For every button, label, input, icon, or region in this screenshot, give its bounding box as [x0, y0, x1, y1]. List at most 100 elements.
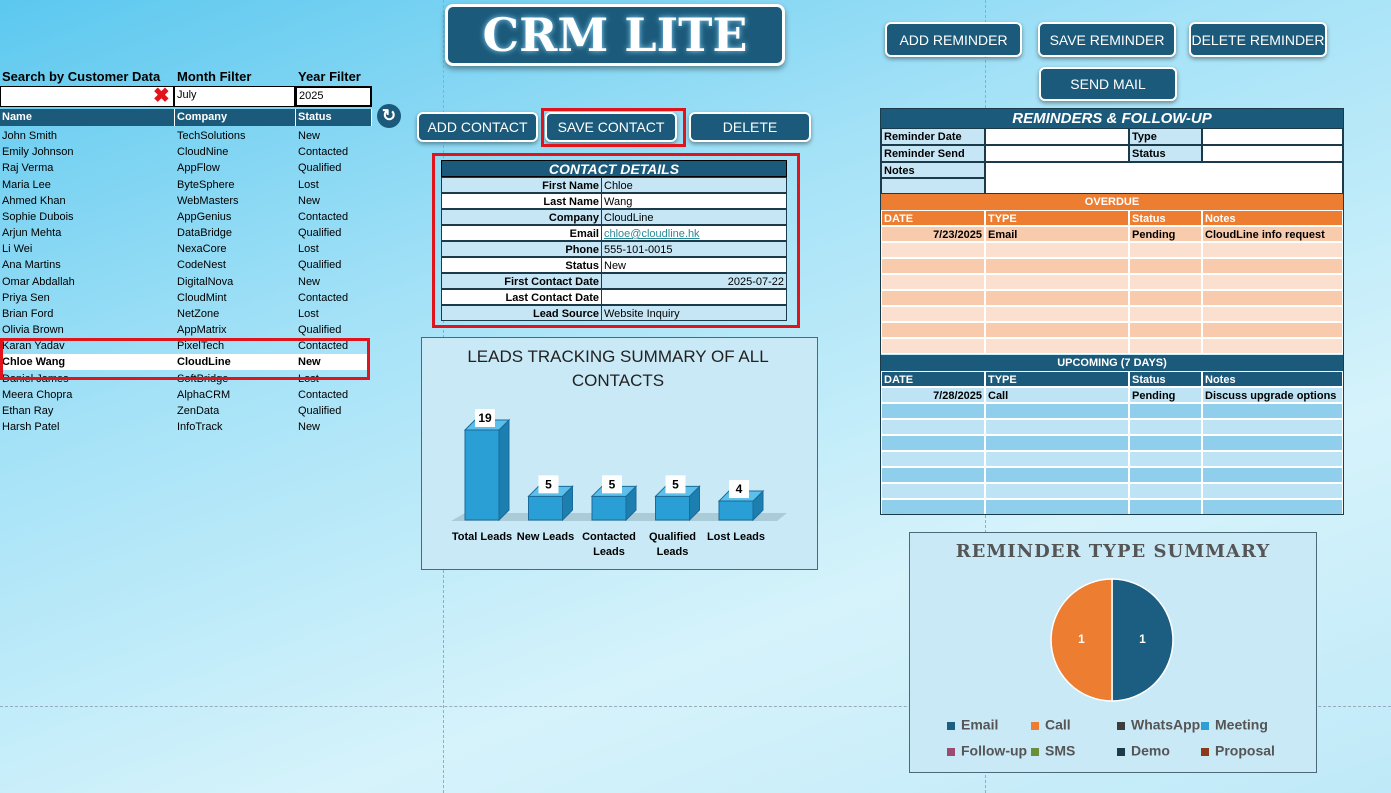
- table-cell[interactable]: [1202, 338, 1343, 354]
- table-cell[interactable]: [1129, 306, 1202, 322]
- table-cell[interactable]: [1202, 274, 1343, 290]
- table-cell[interactable]: [1202, 419, 1343, 435]
- table-cell[interactable]: [881, 419, 985, 435]
- table-cell[interactable]: Pending: [1129, 226, 1202, 242]
- table-cell[interactable]: Discuss upgrade options: [1202, 387, 1343, 403]
- table-cell[interactable]: DigitalNova: [177, 275, 234, 288]
- table-cell[interactable]: Arjun Mehta: [2, 227, 62, 240]
- field-value[interactable]: 555-101-0015: [601, 241, 787, 257]
- table-cell[interactable]: Harsh Patel: [2, 421, 60, 434]
- table-cell[interactable]: AppGenius: [177, 210, 232, 223]
- table-cell[interactable]: Qualified: [298, 404, 342, 417]
- form-input[interactable]: [985, 128, 1129, 145]
- table-cell[interactable]: CloudMint: [177, 291, 227, 304]
- table-cell[interactable]: Qualified: [298, 162, 342, 175]
- table-cell[interactable]: [1129, 483, 1202, 499]
- table-cell[interactable]: [985, 338, 1129, 354]
- field-value[interactable]: chloe@cloudline.hk: [601, 225, 787, 241]
- table-cell[interactable]: [881, 274, 985, 290]
- table-cell[interactable]: New: [298, 275, 321, 288]
- table-cell[interactable]: Contacted: [298, 388, 349, 401]
- table-cell[interactable]: [1202, 451, 1343, 467]
- table-cell[interactable]: Call: [985, 387, 1129, 403]
- month-input[interactable]: July: [174, 86, 295, 107]
- field-value[interactable]: [601, 289, 787, 305]
- table-cell[interactable]: [985, 322, 1129, 338]
- table-cell[interactable]: [881, 322, 985, 338]
- table-cell[interactable]: Lost: [298, 307, 319, 320]
- field-value[interactable]: CloudLine: [601, 209, 787, 225]
- table-cell[interactable]: [985, 451, 1129, 467]
- table-cell[interactable]: 7/28/2025: [881, 387, 985, 403]
- reminder-button[interactable]: SAVE REMINDER: [1038, 22, 1176, 57]
- table-cell[interactable]: [985, 483, 1129, 499]
- field-value[interactable]: New: [601, 257, 787, 273]
- table-cell[interactable]: [985, 435, 1129, 451]
- table-cell[interactable]: Sophie Dubois: [2, 210, 74, 223]
- table-cell[interactable]: [985, 258, 1129, 274]
- table-cell[interactable]: [881, 290, 985, 306]
- table-cell[interactable]: CloudLine info request: [1202, 226, 1343, 242]
- contact-button[interactable]: DELETE: [689, 112, 811, 142]
- table-cell[interactable]: [1129, 419, 1202, 435]
- table-cell[interactable]: [985, 242, 1129, 258]
- table-cell[interactable]: [1129, 242, 1202, 258]
- table-cell[interactable]: [1202, 258, 1343, 274]
- refresh-icon[interactable]: ↻: [377, 104, 401, 128]
- table-cell[interactable]: [881, 306, 985, 322]
- reminder-button[interactable]: ADD REMINDER: [885, 22, 1022, 57]
- table-cell[interactable]: [1202, 483, 1343, 499]
- table-cell[interactable]: [985, 290, 1129, 306]
- table-cell[interactable]: CodeNest: [177, 259, 226, 272]
- year-input[interactable]: 2025: [295, 86, 372, 107]
- table-cell[interactable]: Lost: [298, 178, 319, 191]
- table-cell[interactable]: WebMasters: [177, 194, 239, 207]
- table-cell[interactable]: [1202, 435, 1343, 451]
- table-cell[interactable]: Emily Johnson: [2, 146, 74, 159]
- table-cell[interactable]: Chloe Wang: [2, 356, 66, 369]
- contact-button[interactable]: ADD CONTACT: [417, 112, 538, 142]
- table-cell[interactable]: Karan Yadav: [2, 340, 65, 353]
- table-cell[interactable]: [1202, 467, 1343, 483]
- table-cell[interactable]: [881, 338, 985, 354]
- table-cell[interactable]: [881, 467, 985, 483]
- table-cell[interactable]: Olivia Brown: [2, 324, 64, 337]
- table-cell[interactable]: [1202, 322, 1343, 338]
- table-cell[interactable]: NetZone: [177, 307, 220, 320]
- table-cell[interactable]: [985, 403, 1129, 419]
- table-cell[interactable]: [881, 483, 985, 499]
- table-cell[interactable]: [881, 435, 985, 451]
- table-cell[interactable]: 7/23/2025: [881, 226, 985, 242]
- table-cell[interactable]: [1129, 258, 1202, 274]
- table-cell[interactable]: New: [298, 356, 321, 369]
- table-cell[interactable]: [881, 258, 985, 274]
- table-cell[interactable]: Meera Chopra: [2, 388, 73, 401]
- form-input[interactable]: [1202, 145, 1343, 162]
- table-cell[interactable]: [1129, 338, 1202, 354]
- table-cell[interactable]: [985, 467, 1129, 483]
- field-value[interactable]: Chloe: [601, 177, 787, 193]
- table-cell[interactable]: [1129, 274, 1202, 290]
- table-cell[interactable]: [1129, 435, 1202, 451]
- form-input[interactable]: [985, 162, 1343, 194]
- table-cell[interactable]: AppFlow: [177, 162, 220, 175]
- table-cell[interactable]: Brian Ford: [2, 307, 54, 320]
- table-cell[interactable]: NexaCore: [177, 243, 227, 256]
- table-cell[interactable]: New: [298, 421, 321, 434]
- table-cell[interactable]: Ana Martins: [2, 259, 61, 272]
- table-cell[interactable]: CloudNine: [177, 146, 229, 159]
- table-cell[interactable]: New: [298, 194, 321, 207]
- table-cell[interactable]: [881, 451, 985, 467]
- clear-icon[interactable]: ✖: [153, 86, 170, 106]
- table-cell[interactable]: [1129, 322, 1202, 338]
- table-cell[interactable]: John Smith: [2, 130, 58, 142]
- form-input[interactable]: [1202, 128, 1343, 145]
- field-value[interactable]: 2025-07-22: [601, 273, 787, 289]
- table-cell[interactable]: Qualified: [298, 259, 342, 272]
- table-cell[interactable]: InfoTrack: [177, 421, 223, 434]
- field-value[interactable]: Website Inquiry: [601, 305, 787, 321]
- table-cell[interactable]: Ahmed Khan: [2, 194, 66, 207]
- table-cell[interactable]: Ethan Ray: [2, 404, 54, 417]
- table-cell[interactable]: ZenData: [177, 404, 220, 417]
- reminder-button[interactable]: SEND MAIL: [1039, 67, 1177, 101]
